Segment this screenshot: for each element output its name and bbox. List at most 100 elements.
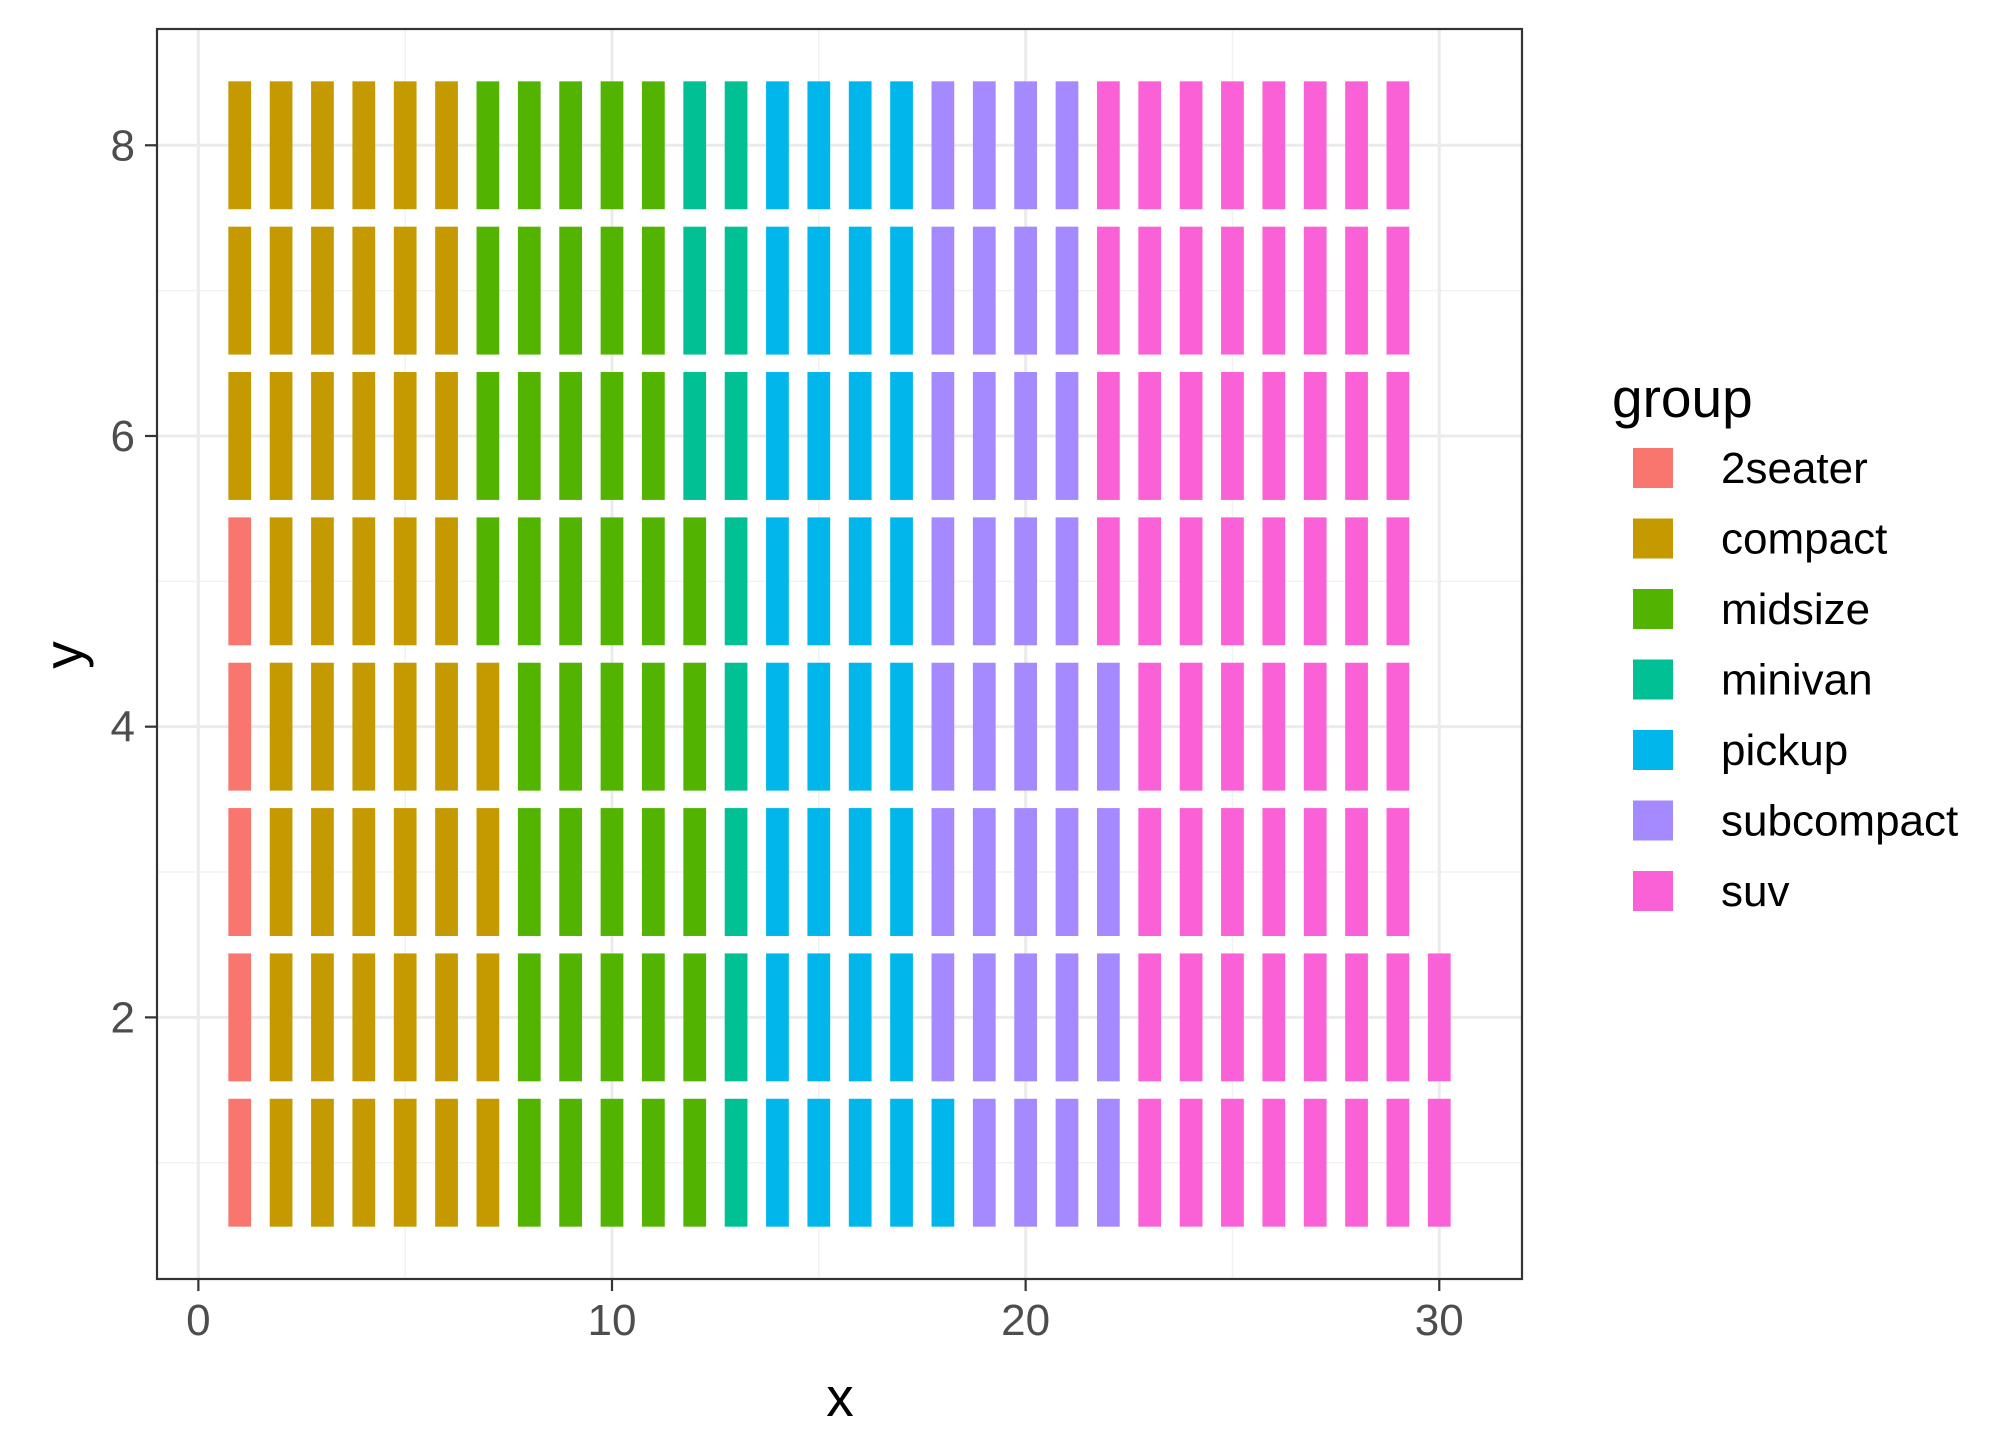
tile-midsize [600,372,624,500]
tile-suv [1345,517,1368,646]
tile-pickup [848,372,872,500]
tile-suv [1386,662,1410,791]
tile-compact [352,662,376,791]
tile-pickup [807,953,831,1082]
tile-midsize [683,808,707,936]
tile-suv [1303,1098,1327,1227]
tile-suv [1386,81,1410,210]
tile-pickup [931,1098,955,1227]
x-tick-label: 20 [1001,1296,1050,1345]
tile-subcompact [972,226,996,355]
tile-midsize [476,81,500,210]
tile-suv [1179,662,1203,791]
tile-subcompact [1014,953,1038,1082]
tile-subcompact [931,226,955,355]
tile-pickup [807,81,831,210]
legend-key-midsize [1633,589,1673,629]
tile-compact [476,662,500,791]
tile-2seater [228,662,252,791]
tile-compact [269,953,293,1082]
tile-compact [435,517,458,646]
tile-suv [1386,517,1410,646]
tile-pickup [890,517,913,646]
tile-compact [352,953,376,1082]
tile-compact [311,517,334,646]
tile-suv [1179,226,1203,355]
tile-midsize [559,517,583,646]
legend-label-2seater: 2seater [1721,444,1868,493]
tile-pickup [807,372,831,500]
tile-suv [1262,226,1286,355]
tile-suv [1179,372,1203,500]
x-axis-title: x [826,1366,854,1428]
tile-midsize [559,953,583,1082]
tile-compact [352,517,376,646]
tile-midsize [517,517,541,646]
tile-suv [1386,372,1410,500]
tile-suv [1345,808,1368,936]
tile-subcompact [1055,226,1079,355]
y-tick-label: 8 [111,121,135,170]
tile-suv [1303,662,1327,791]
tile-midsize [476,517,500,646]
tile-suv [1262,808,1286,936]
tile-compact [311,81,334,210]
tile-pickup [848,808,872,936]
tile-suv [1138,1098,1162,1227]
tile-compact [393,808,417,936]
tile-suv [1303,226,1327,355]
tile-pickup [848,1098,872,1227]
tile-compact [393,953,417,1082]
legend-label-compact: compact [1721,515,1887,564]
legend-label-pickup: pickup [1721,726,1848,775]
tile-midsize [559,372,583,500]
tile-compact [352,81,376,210]
tile-suv [1138,81,1162,210]
tile-subcompact [1055,1098,1079,1227]
legend-key-suv [1633,871,1673,911]
tile-suv [1262,1098,1286,1227]
tile-minivan [724,953,748,1082]
tile-compact [476,808,500,936]
tile-subcompact [972,808,996,936]
tile-2seater [228,1098,252,1227]
gridlines [157,29,1522,1279]
tile-midsize [641,226,665,355]
tile-subcompact [1014,372,1038,500]
tile-pickup [766,1098,789,1227]
tile-compact [393,1098,417,1227]
tile-suv [1262,372,1286,500]
legend: group 2seater compact midsize minivan pickup… [1612,367,1958,916]
tile-midsize [641,517,665,646]
tile-minivan [724,226,748,355]
tile-compact [228,81,252,210]
tile-pickup [807,1098,831,1227]
tile-compact [435,372,458,500]
tile-suv [1096,81,1120,210]
tile-midsize [600,226,624,355]
tile-subcompact [1055,372,1079,500]
tile-suv [1303,81,1327,210]
tile-suv [1386,953,1410,1082]
tile-suv [1221,808,1244,936]
tile-subcompact [972,372,996,500]
tile-suv [1221,953,1244,1082]
tile-suv [1303,953,1327,1082]
tile-subcompact [1014,517,1038,646]
tile-compact [311,662,334,791]
tile-minivan [683,81,707,210]
tile-compact [393,226,417,355]
tile-compact [311,372,334,500]
tile-suv [1303,372,1327,500]
tile-minivan [724,1098,748,1227]
tile-minivan [683,226,707,355]
legend-label-suv: suv [1721,867,1789,916]
tile-compact [311,953,334,1082]
tile-compact [311,1098,334,1227]
tile-midsize [559,808,583,936]
tile-suv [1179,517,1203,646]
tile-compact [476,1098,500,1227]
tile-suv [1345,662,1368,791]
tile-minivan [724,662,748,791]
